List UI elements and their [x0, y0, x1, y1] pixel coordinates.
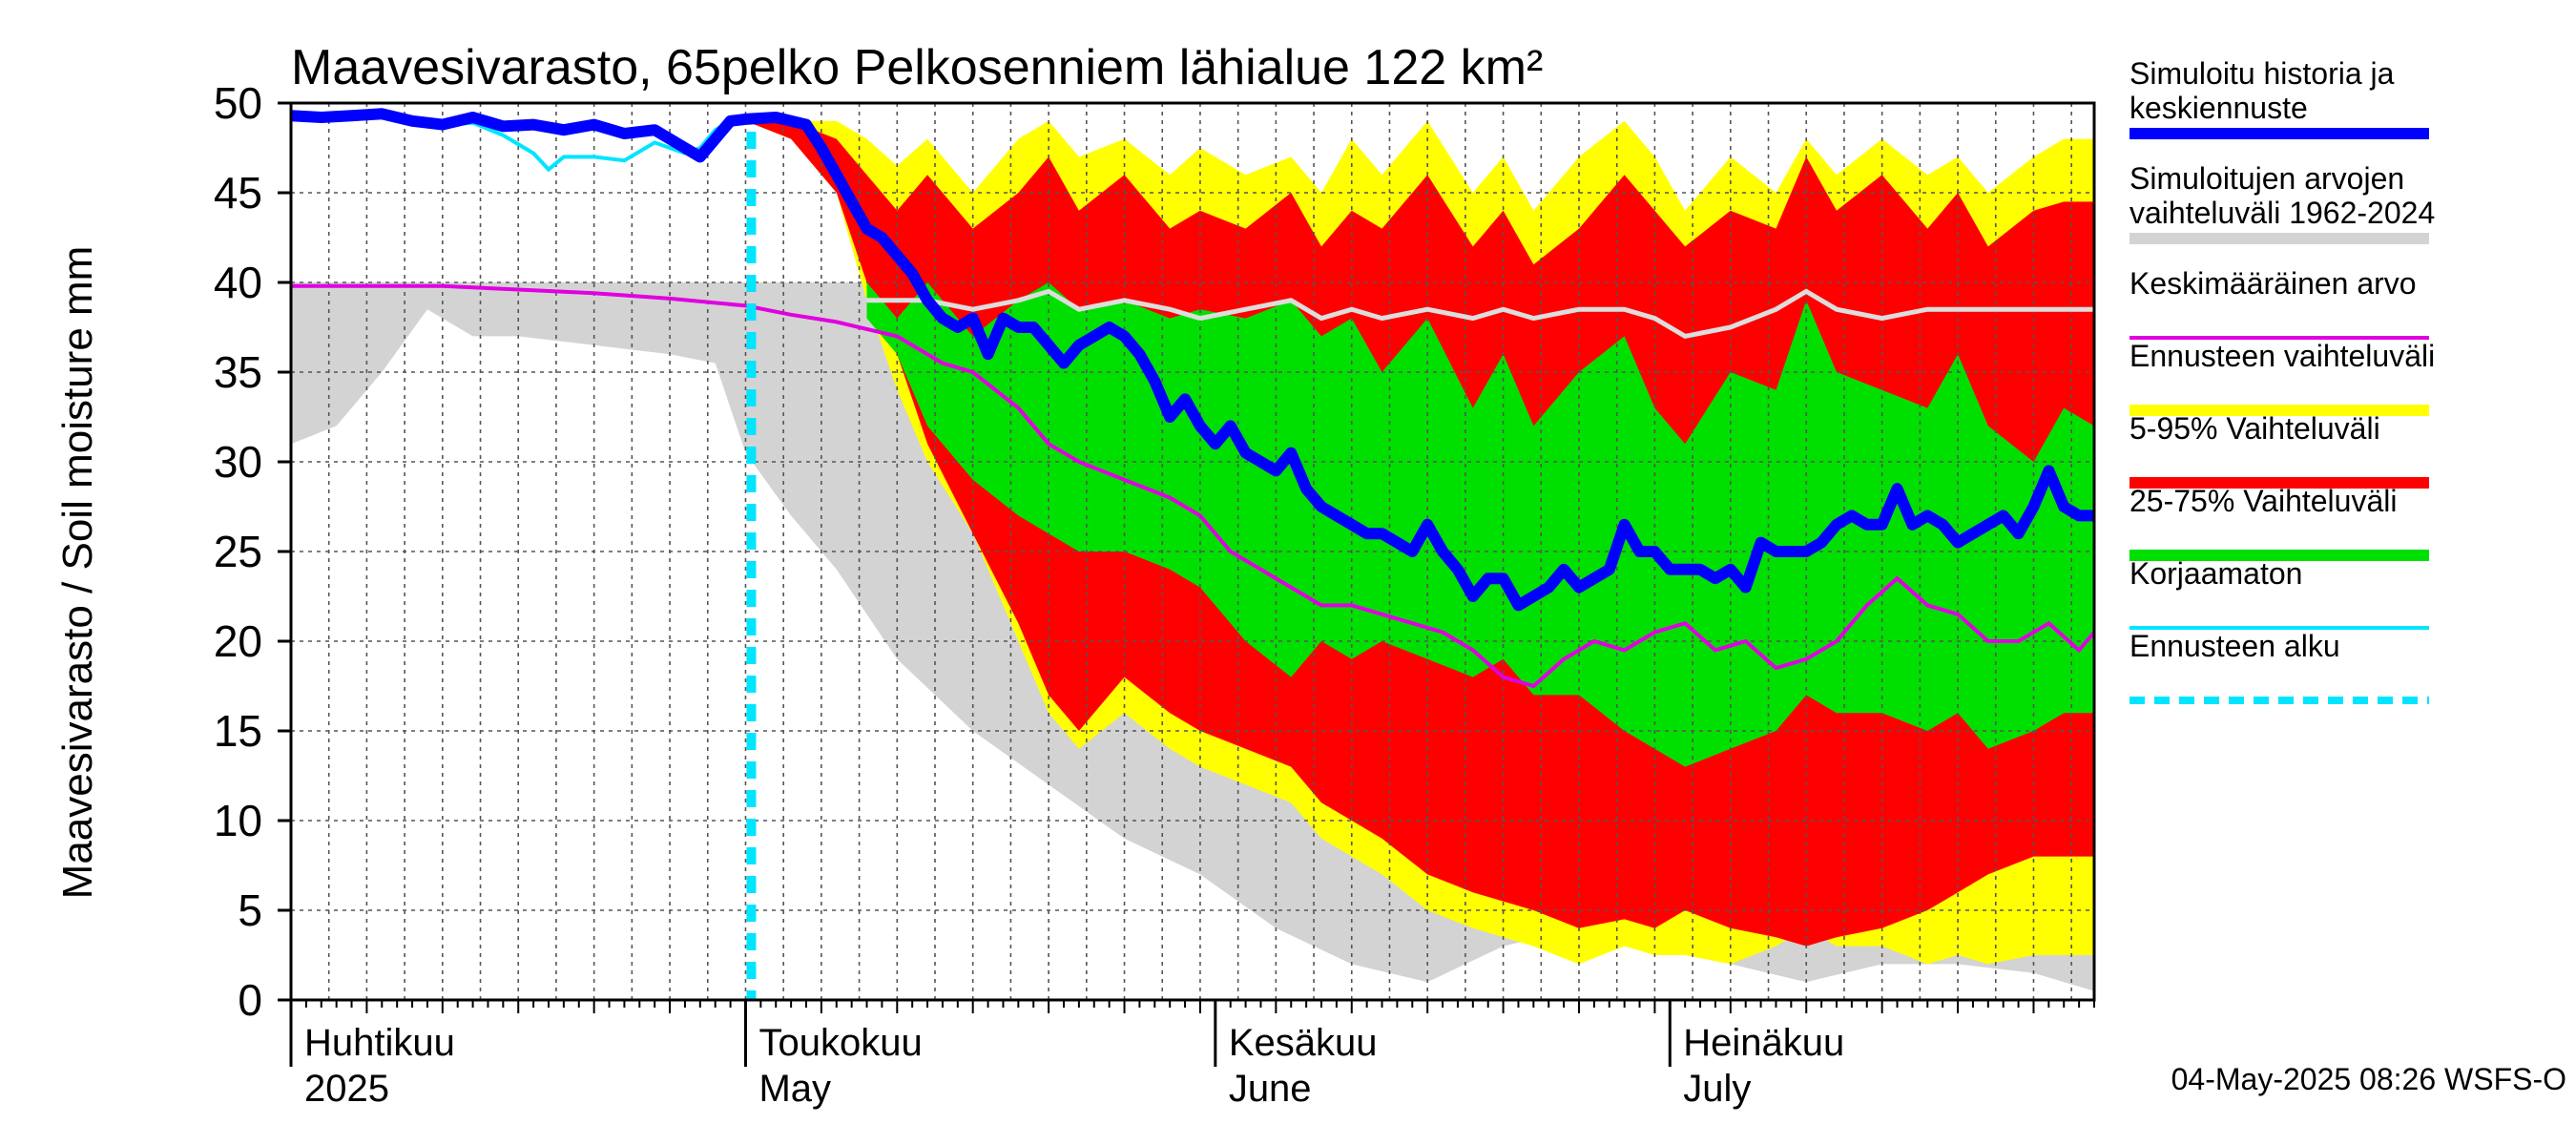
axes: 05101520253035404550Huhtikuu2025Toukokuu… — [214, 78, 2096, 1110]
simulated-line — [290, 108, 2094, 612]
legend: Simuloitu historia jakeskiennusteSimuloi… — [2129, 56, 2435, 704]
legend-label: keskiennuste — [2129, 91, 2308, 125]
y-axis-label: Maavesivarasto / Soil moisture mm — [54, 246, 101, 900]
p25-75-band — [866, 282, 2094, 767]
legend-item-forecast_start: Ennusteen alku — [2129, 629, 2429, 704]
timestamp: 04-May-2025 08:26 WSFS-O — [2171, 1062, 2566, 1096]
month-label-fi: Kesäkuu — [1229, 1022, 1378, 1064]
y-tick-label: 20 — [214, 616, 262, 666]
legend-item-forecast_range: Ennusteen vaihteluväli — [2129, 339, 2435, 416]
chart-title: Maavesivarasto, 65pelko Pelkosenniem läh… — [291, 40, 1543, 95]
y-tick-label: 30 — [214, 437, 262, 487]
median-line — [866, 288, 2094, 340]
month-label-fi: Huhtikuu — [304, 1022, 455, 1064]
month-label-en: 2025 — [304, 1068, 389, 1110]
legend-label: Keskimääräinen arvo — [2129, 266, 2417, 301]
y-tick-label: 45 — [214, 168, 262, 218]
y-tick-label: 5 — [238, 885, 262, 935]
legend-item-p5_95: 5-95% Vaihteluväli — [2129, 411, 2429, 489]
month-label-en: July — [1683, 1068, 1751, 1110]
month-label-en: May — [758, 1068, 831, 1110]
month-label-en: June — [1229, 1068, 1312, 1110]
y-tick-label: 50 — [214, 78, 262, 128]
legend-item-mean: Keskimääräinen arvo — [2129, 266, 2429, 340]
y-tick-label: 10 — [214, 796, 262, 845]
y-tick-label: 40 — [214, 258, 262, 307]
mean-line — [291, 283, 2096, 689]
legend-label: 5-95% Vaihteluväli — [2129, 411, 2380, 446]
legend-label: Simuloitu historia ja — [2129, 56, 2395, 91]
legend-label: Ennusteen alku — [2129, 629, 2340, 663]
legend-label: 25-75% Vaihteluväli — [2129, 484, 2397, 518]
month-label-fi: Toukokuu — [758, 1022, 922, 1064]
legend-label: Ennusteen vaihteluväli — [2129, 339, 2435, 373]
y-tick-label: 15 — [214, 706, 262, 756]
legend-item-p25_75: 25-75% Vaihteluväli — [2129, 484, 2429, 561]
y-tick-label: 25 — [214, 527, 262, 576]
plot-area — [290, 102, 2096, 1001]
month-label-fi: Heinäkuu — [1683, 1022, 1844, 1064]
y-tick-label: 35 — [214, 347, 262, 397]
legend-label: vaihteluväli 1962-2024 — [2129, 196, 2435, 230]
y-tick-label: 0 — [238, 975, 262, 1025]
legend-label: Simuloitujen arvojen — [2129, 161, 2404, 196]
legend-label: Korjaamaton — [2129, 556, 2302, 591]
legend-item-uncorrected: Korjaamaton — [2129, 556, 2429, 630]
